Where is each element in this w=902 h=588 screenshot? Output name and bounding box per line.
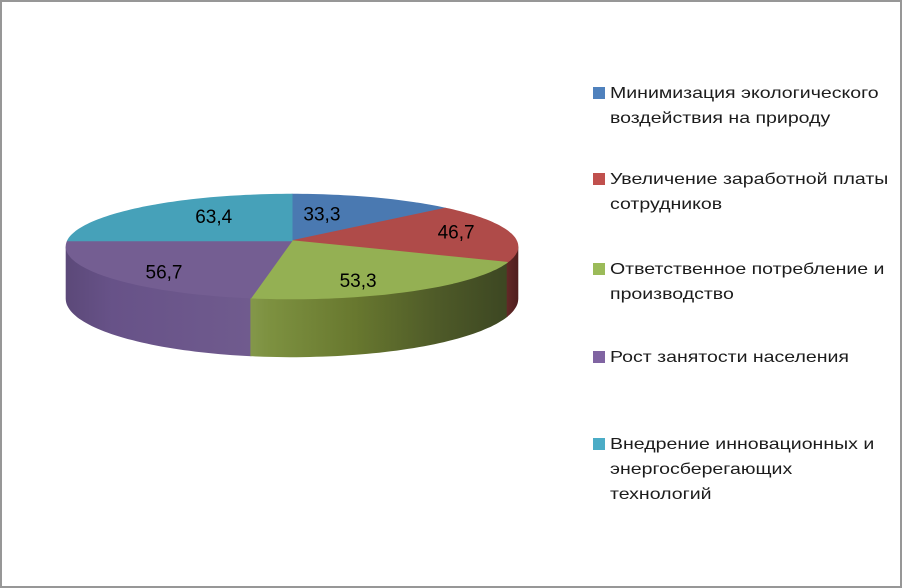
svg-text:56,7: 56,7: [146, 263, 183, 284]
svg-text:33,3: 33,3: [303, 205, 340, 226]
svg-text:46,7: 46,7: [438, 222, 475, 243]
svg-text:63,4: 63,4: [195, 207, 232, 228]
svg-text:53,3: 53,3: [340, 271, 377, 292]
